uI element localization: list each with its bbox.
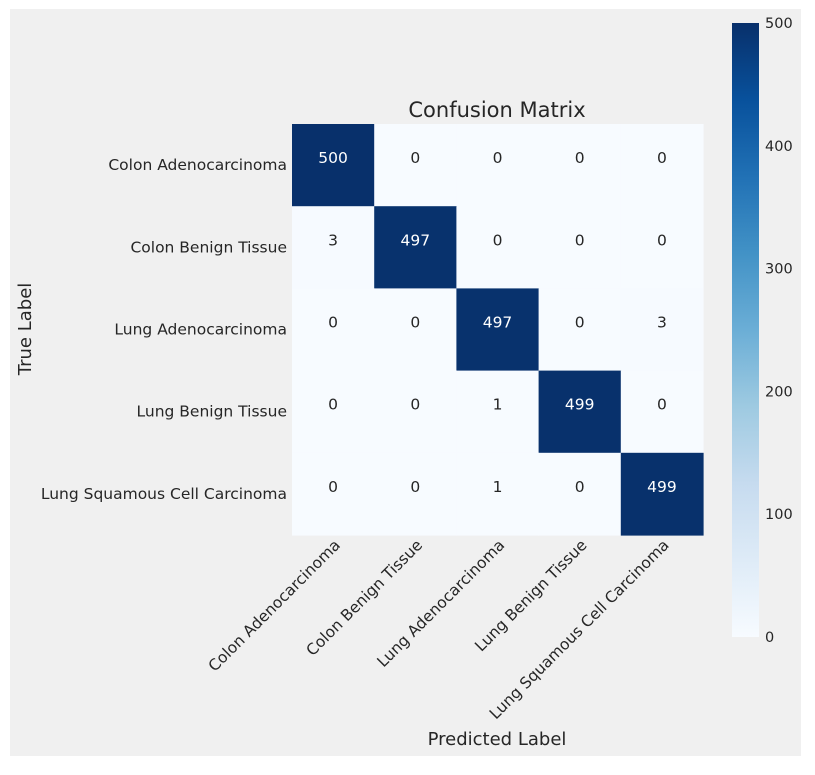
matrix-cell-r3-c0 [292,370,375,454]
cell-value-r0-c4: 0 [657,149,667,167]
y-tick-label-4: Lung Squamous Cell Carcinoma [41,485,287,503]
cell-value-r4-c4: 499 [647,478,677,496]
matrix-cell-r3-c2 [456,370,540,454]
matrix-cell-r0-c4 [620,124,704,207]
cell-value-r1-c0: 3 [328,231,338,249]
cell-value-r1-c2: 0 [493,231,503,249]
matrix-cell-r3-c4 [620,370,704,454]
cell-value-r2-c2: 497 [483,314,513,332]
colorbar-tick-5: 500 [765,16,793,32]
x-tick-label-0: Colon Adenocarcinoma [205,536,344,675]
matrix-cell-r1-c2 [456,206,540,289]
colorbar-tick-3: 300 [765,262,793,278]
cell-value-r1-c4: 0 [657,231,667,249]
cell-value-r4-c3: 0 [575,478,585,496]
y-tick-label-1: Colon Benign Tissue [130,238,287,256]
cell-value-r1-c1: 497 [401,231,431,249]
cell-value-r2-c1: 0 [410,314,420,332]
matrix-cell-r4-c1 [374,452,457,536]
matrix-cell-r2-c2 [456,288,540,372]
matrix-cell-r2-c1 [374,288,457,372]
y-tick-label-3: Lung Benign Tissue [137,403,287,421]
cell-value-r4-c0: 0 [328,478,338,496]
y-tick-labels: Colon Adenocarcinoma Colon Benign Tissue L… [41,156,287,503]
matrix-cell-r0-c0 [292,124,375,207]
matrix-cell-r1-c4 [620,206,704,289]
matrix-cells [292,124,704,536]
y-tick-label-0: Colon Adenocarcinoma [108,156,287,174]
matrix-cell-r4-c4 [620,452,704,536]
x-axis-label: Predicted Label [428,729,567,750]
cell-value-r2-c3: 0 [575,314,585,332]
cell-value-r3-c4: 0 [657,396,667,414]
matrix-cell-r0-c2 [456,124,540,207]
cell-value-r2-c4: 3 [657,314,667,332]
cell-value-r1-c3: 0 [575,231,585,249]
matrix-cell-labels: 500 0 0 0 0 3 497 0 0 0 0 0 497 0 3 0 0 1 499 0 0 0 1 0 499 [318,149,676,496]
colorbar-tick-4: 400 [765,139,793,155]
colorbar-tick-2: 200 [765,384,793,400]
cell-value-r4-c1: 0 [410,478,420,496]
y-tick-label-2: Lung Adenocarcinoma [114,321,287,339]
matrix-cell-r3-c3 [538,370,622,454]
cell-value-r0-c2: 0 [493,149,503,167]
cell-value-r3-c2: 1 [493,396,503,414]
y-axis-label: True Label [15,283,36,377]
cell-value-r3-c3: 499 [565,396,595,414]
matrix-cell-r3-c1 [374,370,457,454]
cell-value-r3-c0: 0 [328,396,338,414]
matrix-cell-r4-c0 [292,452,375,536]
cell-value-r2-c0: 0 [328,314,338,332]
colorbar-tick-labels: 0 100 200 300 400 500 [765,16,793,646]
matrix-cell-r1-c1 [374,206,457,289]
matrix-cell-r1-c3 [538,206,622,289]
cell-value-r0-c0: 500 [318,149,348,167]
cell-value-r3-c1: 0 [410,396,420,414]
cell-value-r0-c3: 0 [575,149,585,167]
matrix-cell-r4-c3 [538,452,622,536]
matrix-cell-r4-c2 [456,452,540,536]
matrix-cell-r2-c3 [538,288,622,372]
colorbar-tick-0: 0 [765,630,774,646]
matrix-cell-r0-c3 [538,124,622,207]
matrix-cell-r2-c4 [620,288,704,372]
colorbar [732,23,759,637]
cell-value-r4-c2: 1 [493,478,503,496]
colorbar-tick-1: 100 [765,507,793,523]
matrix-cell-r1-c0 [292,206,375,289]
cell-value-r0-c1: 0 [410,149,420,167]
matrix-cell-r2-c0 [292,288,375,372]
chart-title: Confusion Matrix [408,98,585,122]
matrix-cell-r0-c1 [374,124,457,207]
x-tick-label-4: Lung Squamous Cell Carcinoma [486,536,673,723]
